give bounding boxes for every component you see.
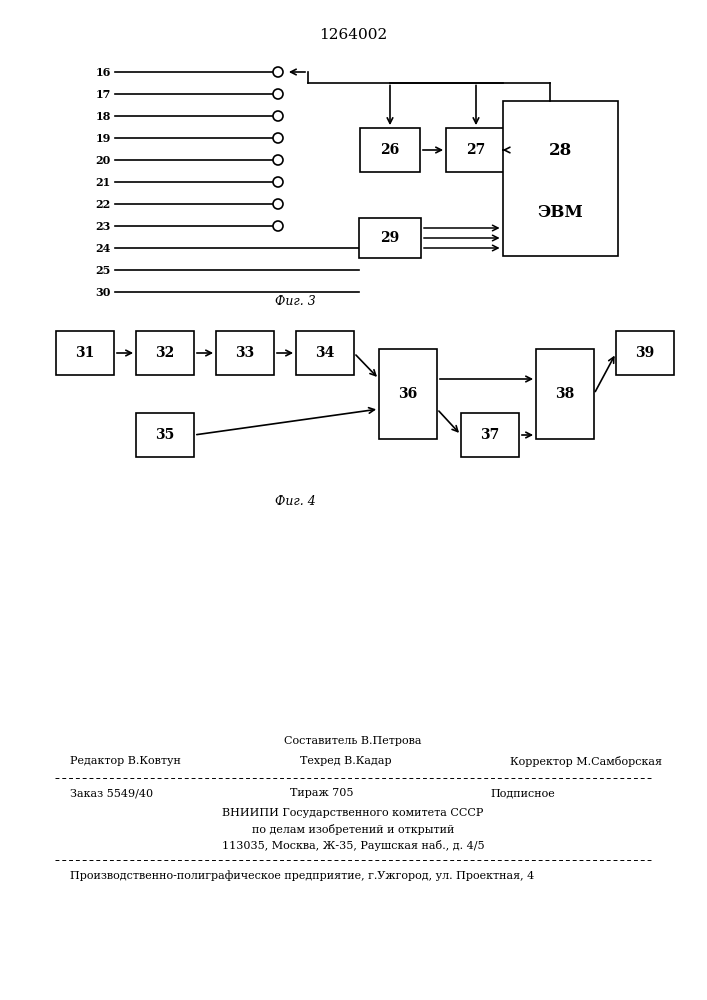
Circle shape	[273, 221, 283, 231]
Text: 18: 18	[95, 110, 111, 121]
Bar	[446, 128, 506, 172]
Text: 25: 25	[95, 264, 111, 275]
Text: 28: 28	[549, 142, 572, 159]
Bar	[136, 413, 194, 457]
Text: 17: 17	[95, 89, 111, 100]
Text: 38: 38	[556, 387, 575, 401]
Bar	[616, 331, 674, 375]
Text: 32: 32	[156, 346, 175, 360]
Text: 16: 16	[95, 66, 111, 78]
Text: 1264002: 1264002	[319, 28, 387, 42]
Text: Редактор В.Ковтун: Редактор В.Ковтун	[70, 756, 181, 766]
Text: Фиг. 3: Фиг. 3	[274, 295, 315, 308]
Bar	[503, 101, 617, 255]
Text: Производственно-полиграфическое предприятие, г.Ужгород, ул. Проектная, 4: Производственно-полиграфическое предприя…	[70, 870, 534, 881]
Bar	[461, 413, 519, 457]
Text: Фиг. 4: Фиг. 4	[274, 495, 315, 508]
Text: 35: 35	[156, 428, 175, 442]
Text: 37: 37	[480, 428, 500, 442]
Text: 27: 27	[467, 143, 486, 157]
Text: Техред В.Кадар: Техред В.Кадар	[300, 756, 392, 766]
Bar	[216, 331, 274, 375]
Bar	[536, 349, 594, 439]
Circle shape	[273, 67, 283, 77]
Circle shape	[273, 155, 283, 165]
Text: Составитель В.Петрова: Составитель В.Петрова	[284, 736, 422, 746]
Text: 19: 19	[95, 132, 111, 143]
Text: 39: 39	[636, 346, 655, 360]
Text: 23: 23	[95, 221, 111, 232]
Circle shape	[273, 111, 283, 121]
Text: 22: 22	[95, 198, 111, 210]
Text: по делам изобретений и открытий: по делам изобретений и открытий	[252, 824, 454, 835]
Text: ВНИИПИ Государственного комитета СССР: ВНИИПИ Государственного комитета СССР	[222, 808, 484, 818]
Bar	[379, 349, 437, 439]
Bar	[296, 331, 354, 375]
Circle shape	[273, 177, 283, 187]
Circle shape	[273, 89, 283, 99]
Text: 21: 21	[95, 176, 111, 188]
Text: 33: 33	[235, 346, 255, 360]
Bar	[359, 218, 421, 258]
Circle shape	[273, 199, 283, 209]
Text: 31: 31	[76, 346, 95, 360]
Text: 34: 34	[315, 346, 334, 360]
Text: 36: 36	[398, 387, 418, 401]
Circle shape	[273, 133, 283, 143]
Bar	[136, 331, 194, 375]
Text: 26: 26	[380, 143, 399, 157]
Bar	[360, 128, 420, 172]
Text: 113035, Москва, Ж-35, Раушская наб., д. 4/5: 113035, Москва, Ж-35, Раушская наб., д. …	[222, 840, 484, 851]
Text: 20: 20	[95, 154, 111, 165]
Text: ЭВМ: ЭВМ	[537, 204, 583, 221]
Text: 29: 29	[380, 231, 399, 245]
Text: 30: 30	[95, 286, 111, 298]
Text: 24: 24	[95, 242, 111, 253]
Text: Тираж 705: Тираж 705	[290, 788, 354, 798]
Text: Подписное: Подписное	[490, 788, 555, 798]
Text: Заказ 5549/40: Заказ 5549/40	[70, 788, 153, 798]
Text: Корректор М.Самборская: Корректор М.Самборская	[510, 756, 662, 767]
Bar	[56, 331, 114, 375]
